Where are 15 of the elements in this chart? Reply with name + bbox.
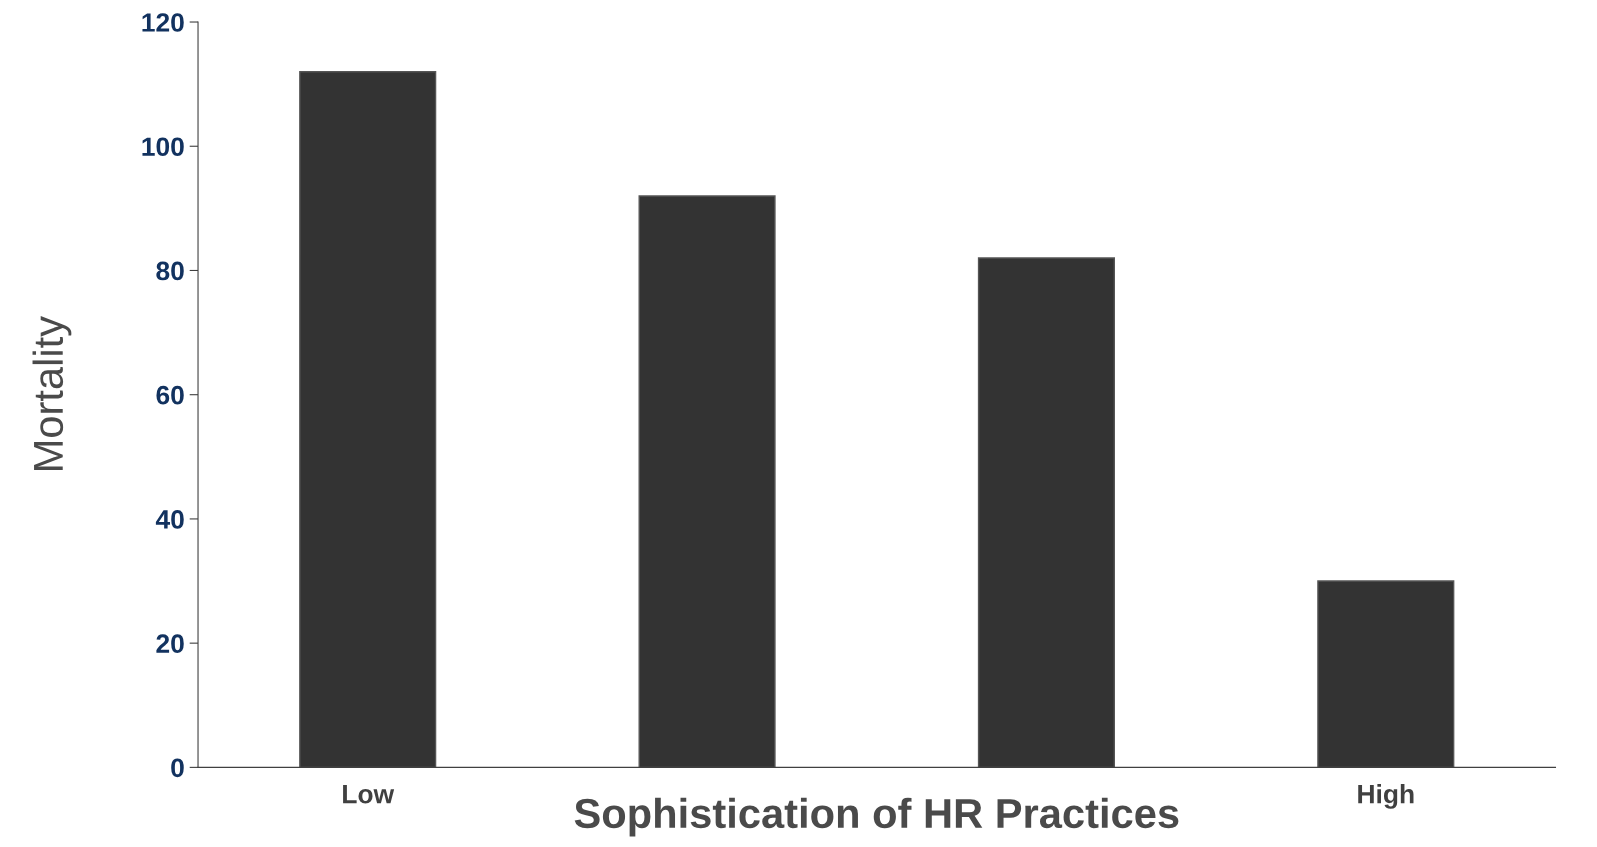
- bar: [638, 195, 776, 768]
- x-axis-title: Sophistication of HR Practices: [574, 797, 1179, 837]
- y-tick-label: 120: [142, 13, 184, 32]
- y-tick-label: 100: [142, 137, 184, 157]
- y-tick-label: 0: [171, 758, 184, 778]
- y-tick-label: 60: [156, 385, 184, 405]
- y-tick-label: 80: [156, 261, 184, 281]
- x-tick-label: High: [1358, 784, 1414, 809]
- y-axis-title: Mortality: [32, 316, 72, 470]
- bar: [299, 71, 437, 768]
- y-tick-label: 40: [155, 510, 184, 529]
- y-tick-label: 20: [156, 634, 184, 653]
- x-tick-label: Low: [343, 785, 395, 804]
- bar: [1317, 580, 1455, 768]
- bar: [977, 257, 1116, 768]
